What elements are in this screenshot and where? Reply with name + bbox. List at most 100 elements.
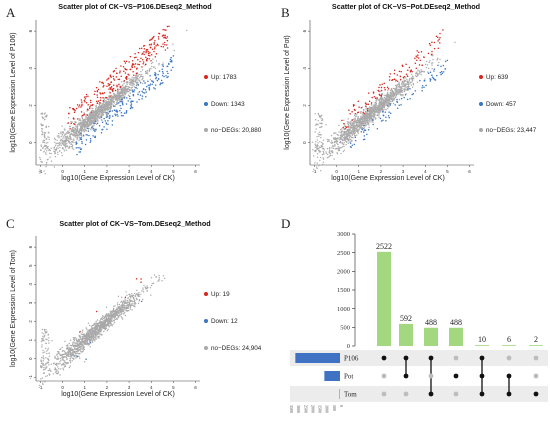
- scatter-point: [375, 102, 376, 103]
- scatter-point: [130, 308, 131, 309]
- legend-count: 1343: [231, 101, 246, 108]
- scatter-point: [66, 355, 67, 356]
- scatter-point-down: [102, 122, 104, 124]
- scatter-point-up: [400, 76, 402, 78]
- scatter-point: [125, 85, 126, 86]
- scatter-point-down: [117, 111, 119, 113]
- scatter-point: [45, 343, 46, 344]
- scatter-point: [75, 129, 76, 130]
- scatter-point: [317, 139, 318, 140]
- scatter-point: [48, 364, 49, 365]
- scatter-point-up: [146, 49, 148, 51]
- x-tick-label: 0: [335, 169, 338, 174]
- scatter-point: [405, 77, 406, 78]
- scatter-point-up: [130, 56, 132, 58]
- scatter-point: [102, 325, 103, 326]
- scatter-point-up: [400, 71, 402, 73]
- scatter-point: [61, 145, 62, 146]
- scatter-point-up: [369, 100, 371, 102]
- scatter-point: [406, 89, 407, 90]
- scatter-point: [70, 345, 71, 346]
- scatter-point: [47, 159, 48, 160]
- scatter-point: [79, 339, 80, 340]
- scatter-point: [43, 340, 44, 341]
- scatter-point: [84, 347, 85, 348]
- scatter-point: [129, 294, 130, 295]
- scatter-point: [403, 88, 404, 89]
- scatter-point: [385, 101, 386, 102]
- scatter-point: [127, 300, 128, 301]
- scatter-point: [409, 80, 410, 81]
- scatter-point: [399, 89, 400, 90]
- scatter-point: [338, 137, 339, 138]
- scatter-point: [103, 112, 104, 113]
- scatter-point-down: [154, 74, 156, 76]
- scatter-point: [381, 101, 382, 102]
- scatter-point: [327, 157, 328, 158]
- legend-marker: [479, 102, 483, 106]
- scatter-point: [117, 93, 118, 94]
- scatter-point: [64, 128, 65, 129]
- scatter-point: [411, 84, 412, 85]
- scatter-point-up: [113, 76, 115, 78]
- scatter-point: [69, 126, 70, 127]
- scatter-point: [94, 339, 95, 340]
- scatter-point-up: [378, 87, 380, 89]
- scatter-point-up: [357, 112, 359, 114]
- scatter-point: [82, 344, 83, 345]
- x-tick-label: 6: [194, 385, 197, 390]
- scatter-point: [101, 334, 102, 335]
- scatter-point: [106, 105, 107, 106]
- scatter-point: [327, 141, 328, 142]
- scatter-point: [64, 137, 65, 138]
- scatter-point-up: [153, 42, 155, 44]
- scatter-point: [92, 332, 93, 333]
- scatter-point-up: [132, 67, 134, 69]
- scatter-point: [93, 327, 94, 328]
- scatter-point: [322, 143, 323, 144]
- scatter-point: [399, 99, 400, 100]
- scatter-point: [122, 304, 123, 305]
- scatter-point: [84, 129, 85, 130]
- scatter-point: [379, 100, 380, 101]
- scatter-point-down: [144, 82, 146, 84]
- scatter-point: [98, 336, 99, 337]
- scatter-point: [153, 283, 154, 284]
- scatter-point-down: [143, 88, 145, 90]
- scatter-point: [73, 339, 74, 340]
- scatter-point: [40, 144, 41, 145]
- scatter-point-up: [153, 51, 155, 53]
- scatter-point: [42, 382, 43, 383]
- scatter-point: [80, 350, 81, 351]
- scatter-point-down: [361, 131, 363, 133]
- scatter-point: [65, 140, 66, 141]
- scatter-point: [404, 89, 405, 90]
- scatter-point-down: [160, 82, 162, 84]
- y-tick-label: 2: [302, 104, 307, 107]
- scatter-point-down: [119, 105, 121, 107]
- scatter-point: [48, 126, 49, 127]
- scatter-point: [83, 338, 84, 339]
- y-tick-label: 2: [28, 104, 33, 107]
- scatter-point: [69, 351, 70, 352]
- scatter-point-down: [419, 80, 421, 82]
- scatter-point: [421, 74, 422, 75]
- scatter-point: [71, 356, 72, 357]
- scatter-point-down: [85, 144, 87, 146]
- scatter-point: [323, 153, 324, 154]
- scatter-point-up: [128, 61, 130, 63]
- scatter-point: [69, 138, 70, 139]
- scatter-point: [355, 126, 356, 127]
- scatter-point: [58, 368, 59, 369]
- scatter-point-up: [141, 48, 143, 50]
- scatter-point: [63, 350, 64, 351]
- scatter-point: [358, 118, 359, 119]
- scatter-point: [400, 87, 401, 88]
- scatter-point: [44, 369, 45, 370]
- scatter-point: [82, 121, 83, 122]
- scatter-point-down: [161, 82, 163, 84]
- scatter-point: [101, 107, 102, 108]
- scatter-point: [117, 309, 118, 310]
- scatter-point: [43, 358, 44, 359]
- scatter-point-up: [90, 111, 92, 113]
